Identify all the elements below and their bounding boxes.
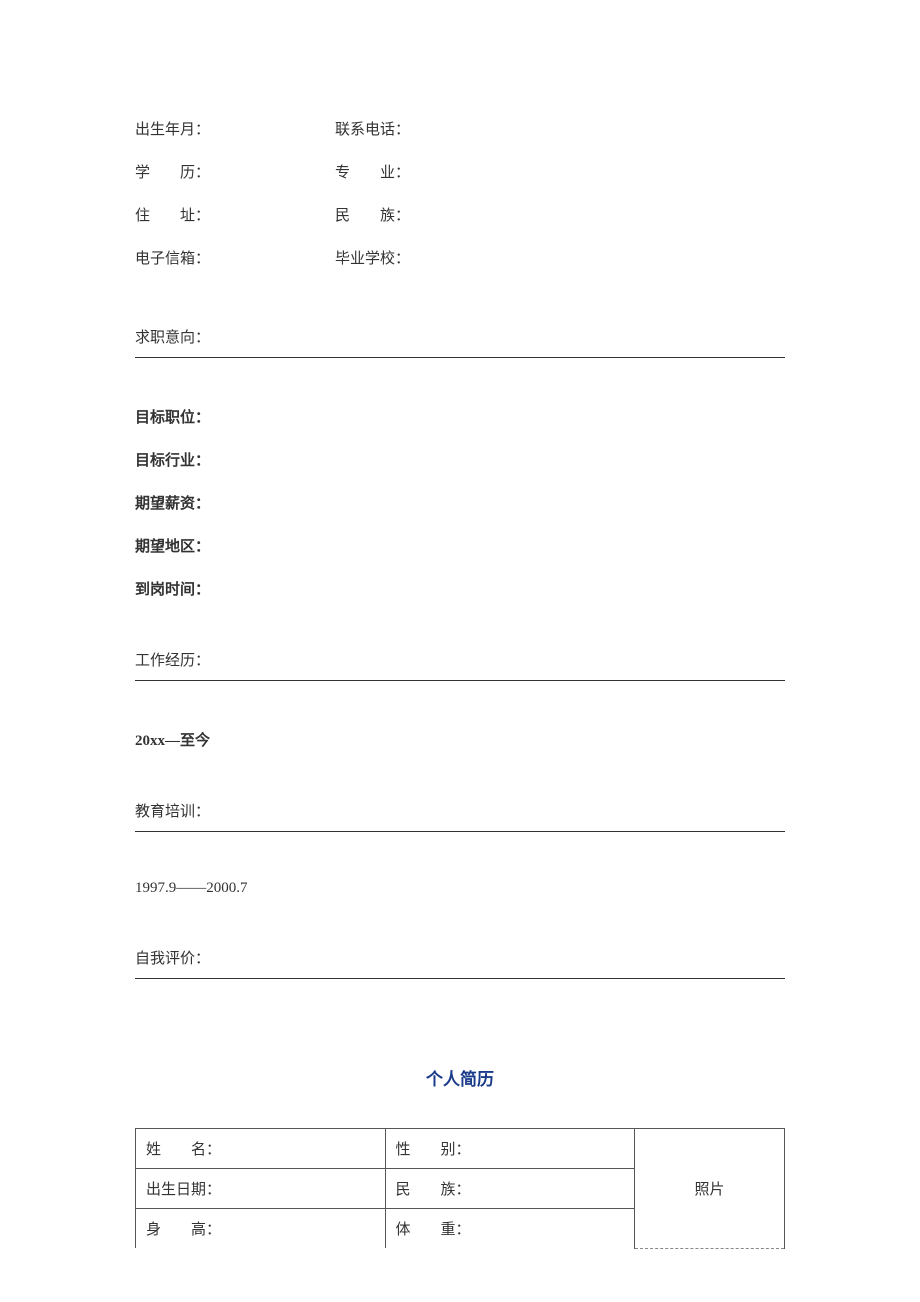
label-major: 专 业： bbox=[335, 161, 535, 182]
label-email: 电子信箱： bbox=[135, 247, 335, 268]
label-education: 学 历： bbox=[135, 161, 335, 182]
label-ethnic: 民 族： bbox=[335, 204, 535, 225]
section-job-intent: 求职意向： bbox=[135, 326, 785, 358]
cell-name: 姓 名： bbox=[136, 1129, 386, 1169]
field-expected-region: 期望地区： bbox=[135, 535, 785, 556]
label-phone: 联系电话： bbox=[335, 118, 535, 139]
section-work-history: 工作经历： bbox=[135, 649, 785, 681]
cell-birth: 出生日期： bbox=[136, 1169, 386, 1209]
field-expected-salary: 期望薪资： bbox=[135, 492, 785, 513]
section-education-training: 教育培训： bbox=[135, 800, 785, 832]
cell-weight: 体 重： bbox=[385, 1209, 635, 1249]
label-birth: 出生年月： bbox=[135, 118, 335, 139]
table-row: 姓 名： 性 别： 照片 bbox=[136, 1129, 785, 1169]
intent-fields: 目标职位： 目标行业： 期望薪资： 期望地区： 到岗时间： bbox=[135, 406, 785, 599]
label-school: 毕业学校： bbox=[335, 247, 535, 268]
field-target-position: 目标职位： bbox=[135, 406, 785, 427]
cell-gender: 性 别： bbox=[385, 1129, 635, 1169]
cell-height: 身 高： bbox=[136, 1209, 386, 1249]
field-start-time: 到岗时间： bbox=[135, 578, 785, 599]
document-title: 个人简历 bbox=[135, 1065, 785, 1090]
label-address: 住 址： bbox=[135, 204, 335, 225]
field-target-industry: 目标行业： bbox=[135, 449, 785, 470]
basic-info-grid: 出生年月： 联系电话： 学 历： 专 业： 住 址： 民 族： 电子信箱： 毕业… bbox=[135, 118, 785, 268]
personal-info-table: 姓 名： 性 别： 照片 出生日期： 民 族： 身 高： 体 重： bbox=[135, 1128, 785, 1249]
training-entry: 1997.9——2000.7 bbox=[135, 880, 785, 897]
cell-photo: 照片 bbox=[635, 1129, 785, 1249]
work-entry: 20xx—至今 bbox=[135, 729, 785, 750]
section-self-evaluation: 自我评价： bbox=[135, 947, 785, 979]
cell-ethnic: 民 族： bbox=[385, 1169, 635, 1209]
